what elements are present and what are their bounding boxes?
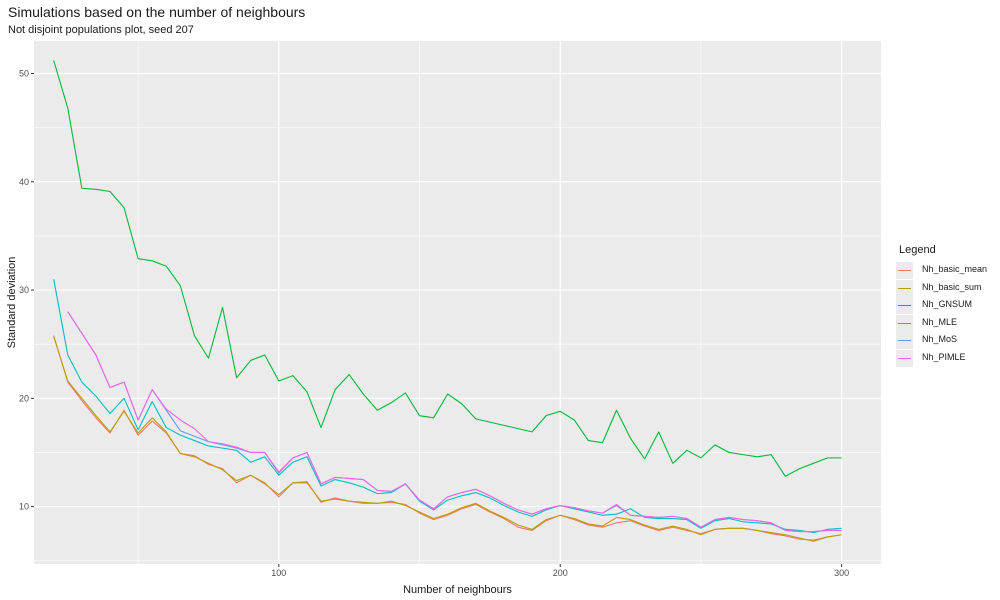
legend-item-nh-mos: Nh_MoS xyxy=(896,332,1000,350)
legend-label: Nh_GNSUM xyxy=(922,299,973,309)
legend-item-nh-gnsum: Nh_GNSUM xyxy=(896,297,1000,315)
y-axis-ticks: 10 20 30 40 50 xyxy=(19,68,34,512)
minor-gridlines xyxy=(34,41,881,564)
y-tick-label: 40 xyxy=(19,177,29,187)
legend-key xyxy=(896,332,913,349)
legend: Nh_basic_mean Nh_basic_sum Nh_GNSUM Nh_MLE N… xyxy=(896,262,1000,367)
legend-label: Nh_basic_sum xyxy=(922,281,982,292)
legend-swatch xyxy=(898,340,911,342)
chart-subtitle: Not disjoint populations plot, seed 207 xyxy=(8,24,194,36)
legend-key xyxy=(896,297,913,314)
legend-swatch xyxy=(898,322,911,324)
legend-key xyxy=(896,262,913,279)
legend-label: Nh_MoS xyxy=(922,334,958,344)
legend-label: Nh_basic_mean xyxy=(922,264,988,274)
y-tick-label: 10 xyxy=(19,502,29,512)
legend-item-nh-mle: Nh_MLE xyxy=(896,314,1000,333)
legend-swatch xyxy=(898,305,911,307)
series-lines xyxy=(53,60,842,542)
legend-key xyxy=(896,314,913,332)
x-axis-title: Number of neighbours xyxy=(403,584,512,596)
series-line-nh-mle xyxy=(53,279,842,534)
chart-title: Simulations based on the number of neigh… xyxy=(8,4,306,20)
x-tick-label: 100 xyxy=(271,568,286,578)
legend-key xyxy=(896,279,913,297)
series-line-nh-gnsum xyxy=(53,60,842,477)
x-axis-ticks: 100 200 300 xyxy=(271,564,849,578)
legend-swatch xyxy=(898,357,911,359)
legend-item-nh-basic-mean: Nh_basic_mean xyxy=(896,262,1000,280)
legend-swatch xyxy=(898,287,911,289)
legend-label: Nh_PIMLE xyxy=(922,351,966,362)
legend-item-nh-basic-sum: Nh_basic_sum xyxy=(896,279,1000,298)
x-tick-label: 300 xyxy=(834,568,849,578)
legend-title: Legend xyxy=(899,244,936,256)
y-tick-label: 20 xyxy=(19,393,29,403)
y-tick-label: 50 xyxy=(19,68,29,78)
plot-panel xyxy=(34,41,881,564)
y-axis-title: Standard deviation xyxy=(6,257,18,349)
legend-swatch xyxy=(898,270,911,272)
legend-item-nh-pimle: Nh_PIMLE xyxy=(896,349,1000,368)
series-line-nh-pimle xyxy=(67,311,842,533)
major-gridlines xyxy=(34,41,881,564)
y-tick-label: 30 xyxy=(19,285,29,295)
x-tick-label: 200 xyxy=(553,568,568,578)
legend-label: Nh_MLE xyxy=(922,316,958,327)
legend-key xyxy=(896,349,913,367)
series-line-nh-basic-sum xyxy=(53,336,842,542)
